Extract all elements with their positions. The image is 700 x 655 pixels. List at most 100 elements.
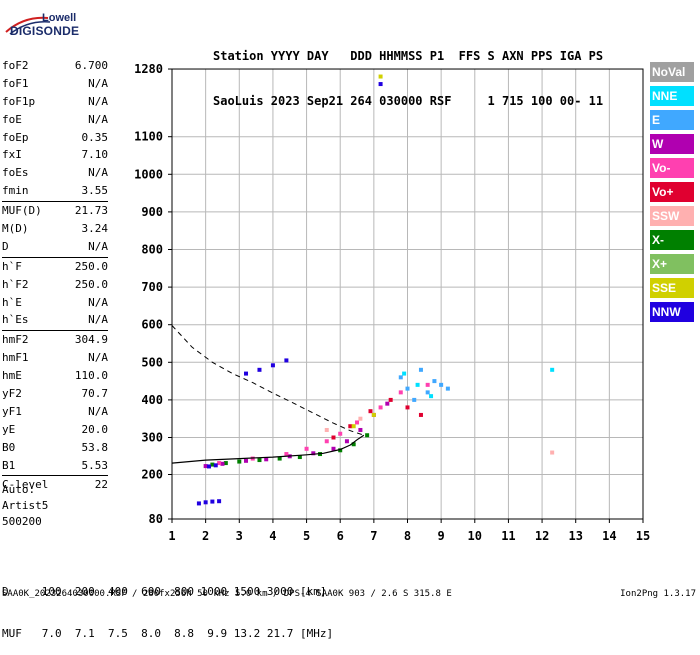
param-key: foF2 [2, 59, 29, 72]
echo-point [304, 446, 309, 451]
echo-point [284, 452, 289, 457]
param-row: hmF1 N/A [2, 349, 108, 367]
param-row: B1 5.53 [2, 457, 108, 475]
y-tick-label: 500 [141, 355, 163, 369]
x-tick-label: 4 [269, 529, 276, 543]
legend-entry: Vo- [650, 158, 694, 178]
param-row: C-level 22 [2, 476, 108, 494]
y-tick-label: 1000 [134, 167, 163, 181]
legend-entry: Vo+ [650, 182, 694, 202]
echo-point [331, 435, 336, 440]
echo-point [550, 367, 555, 372]
y-tick-label: 800 [141, 243, 163, 257]
x-tick-label: 1 [168, 529, 175, 543]
param-row: yF2 70.7 [2, 385, 108, 403]
echo-point [264, 457, 269, 462]
param-row: fxI 7.10 [2, 146, 108, 164]
logo-digisonde: DIGISONDE [10, 24, 80, 38]
station-header: Station YYYY DAY DDD HHMMSS P1 FFS S AXN… [213, 19, 603, 124]
y-tick-label: 700 [141, 280, 163, 294]
echo-point [297, 455, 302, 460]
distance-row: D 100 200 400 600 800 1000 1500 3000 [km… [2, 585, 327, 598]
param-value: 110.0 [74, 369, 108, 383]
echo-point [432, 379, 437, 384]
legend-entry: X- [650, 230, 694, 250]
param-key: D [2, 239, 9, 253]
param-value: N/A [88, 313, 108, 327]
legend-entry: W [650, 134, 694, 154]
param-value: 22 [94, 478, 108, 492]
param-key: h`F2 [2, 277, 29, 291]
echo-point [338, 448, 343, 453]
echo-point [445, 386, 450, 391]
echo-point [244, 371, 249, 376]
echo-point [425, 382, 430, 387]
param-value: N/A [88, 112, 108, 126]
param-value: 250.0 [74, 259, 108, 273]
echo-point [223, 461, 228, 466]
param-row: M(D) 3.24 [2, 220, 108, 238]
x-tick-label: 11 [501, 529, 515, 543]
param-key: hmF2 [2, 333, 29, 347]
param-row: B0 53.8 [2, 439, 108, 457]
param-row: foF1 N/A [2, 75, 108, 93]
trace-series [351, 74, 383, 429]
param-value: 70.7 [81, 387, 109, 401]
param-value: N/A [88, 76, 108, 90]
legend-entry: SSW [650, 206, 694, 226]
echo-point [378, 74, 383, 79]
param-row: yE 20.0 [2, 421, 108, 439]
param-separator [2, 256, 108, 258]
trace-series [331, 397, 423, 440]
param-row: hmE 110.0 [2, 367, 108, 385]
x-tick-label: 13 [568, 529, 582, 543]
y-tick-label: 400 [141, 393, 163, 407]
x-tick-label: 14 [602, 529, 616, 543]
param-row: h`F 250.0 [2, 258, 108, 276]
echo-point [203, 500, 208, 505]
muf-row: MUF 7.0 7.1 7.5 8.0 8.8 9.9 13.2 21.7 [M… [2, 627, 334, 640]
x-tick-label: 3 [236, 529, 243, 543]
param-key: fmin [2, 184, 29, 198]
echo-point [405, 405, 410, 410]
echo-point [217, 499, 222, 504]
logo-lowell: Lowell [42, 12, 77, 24]
echo-point [203, 464, 208, 469]
x-tick-label: 2 [202, 529, 209, 543]
param-value: 7.10 [81, 148, 109, 162]
param-key: C-level [2, 478, 49, 492]
param-value: 3.55 [81, 184, 109, 198]
param-key: h`E [2, 295, 22, 309]
param-row: foF2 6.700 [2, 57, 108, 75]
software-version: Ion2Png 1.3.17 [620, 589, 696, 599]
echo-point [351, 442, 356, 447]
param-row: foF1p N/A [2, 93, 108, 111]
param-key: fxI [2, 148, 22, 162]
echo-point [385, 401, 390, 406]
echo-point [210, 499, 215, 504]
header-labels: Station YYYY DAY DDD HHMMSS P1 FFS S AXN… [213, 49, 604, 63]
echo-point [331, 446, 336, 451]
profile-curve-solid [171, 434, 365, 464]
file-info: SAA0K_2023264030000.RSF / 280fx256h 50 k… [2, 589, 452, 599]
x-tick-label: 12 [535, 529, 549, 543]
echo-point [344, 439, 349, 444]
logo-swoosh-icon [5, 16, 51, 35]
header-values: SaoLuis 2023 Sep21 264 030000 RSF 1 715 … [213, 94, 604, 108]
echo-point [207, 464, 212, 469]
param-value: 6.700 [74, 59, 108, 72]
echo-point [415, 382, 420, 387]
param-row: h`F2 250.0 [2, 276, 108, 294]
echo-point [244, 458, 249, 463]
legend-entry: SSE [650, 278, 694, 298]
echo-point [398, 390, 403, 395]
legend-entry: E [650, 110, 694, 130]
param-row: MUF(D) 21.73 [2, 202, 108, 220]
param-value: 5.53 [81, 458, 109, 472]
param-value: 53.8 [81, 440, 109, 454]
trace-series [210, 433, 370, 467]
echo-point [217, 461, 222, 466]
chart-grid [172, 69, 643, 519]
legend-entry: NNE [650, 86, 694, 106]
polarization-legend: NoVal NNE E W Vo- Vo+ SSW X- X+ SSE NNW [650, 62, 694, 326]
